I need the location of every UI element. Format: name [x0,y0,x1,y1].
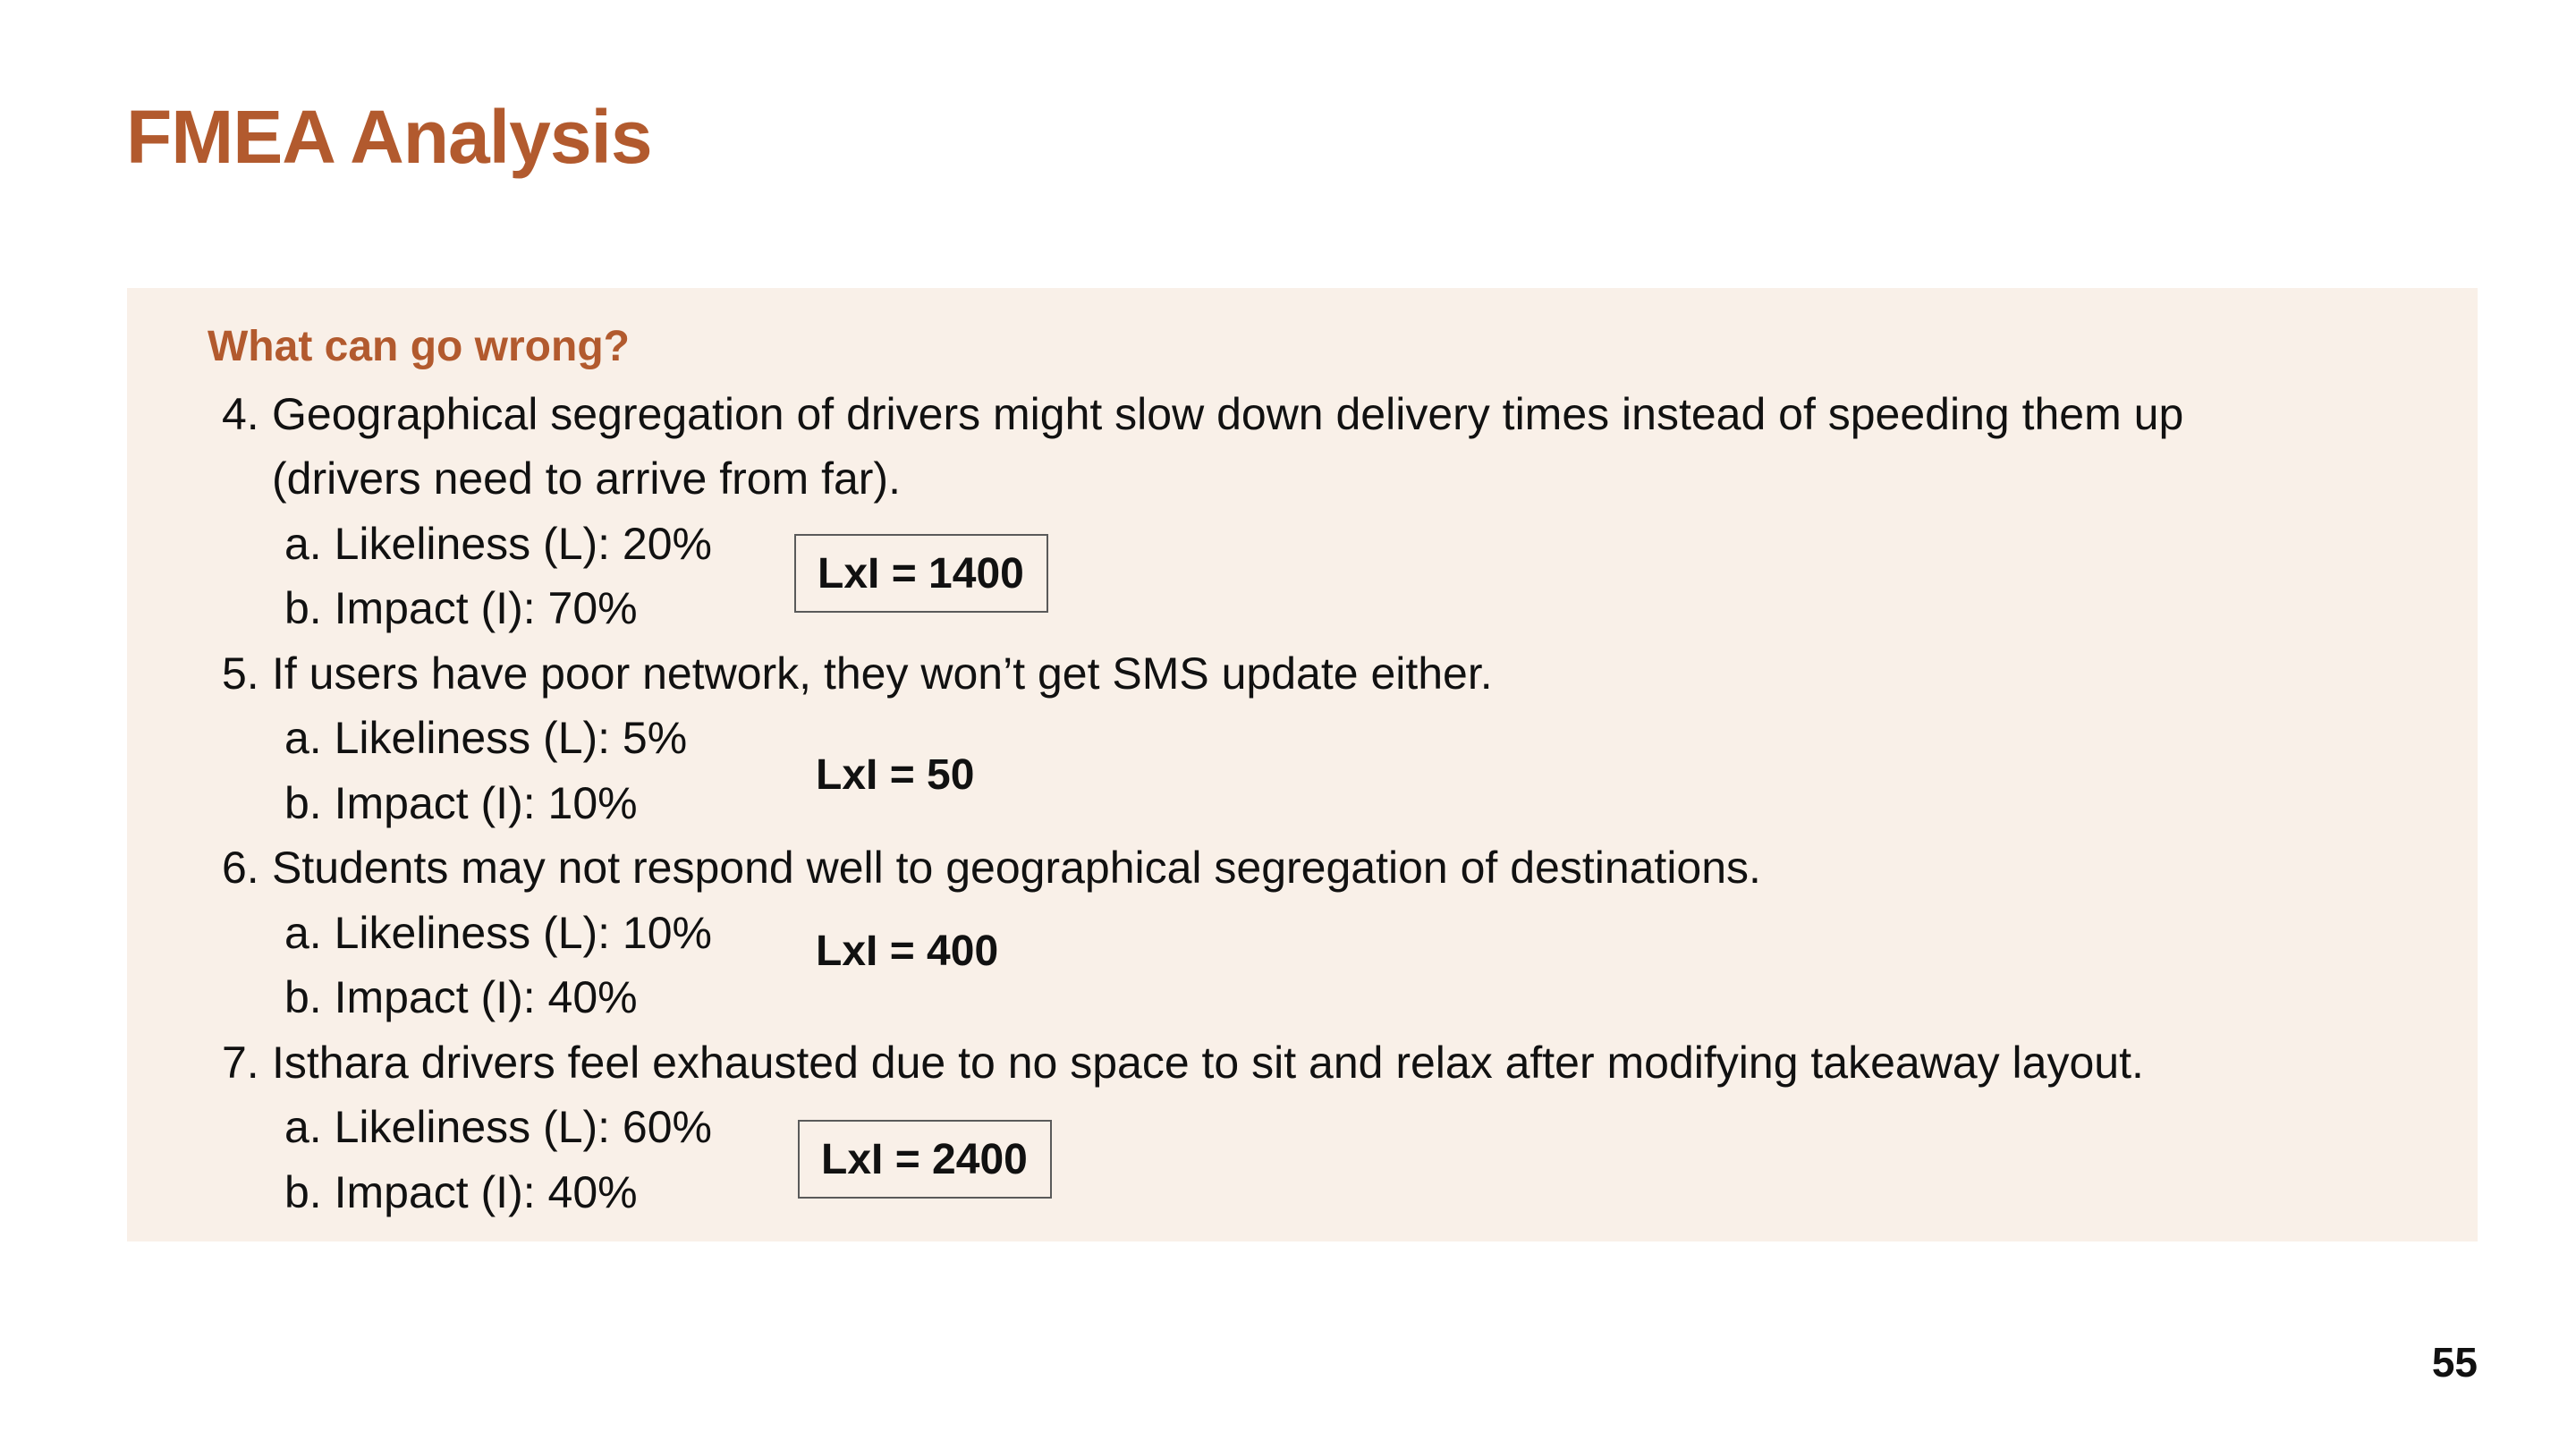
page-number: 55 [2431,1339,2478,1385]
item-7-impact: b. Impact (I): 40% [284,1167,638,1217]
section-heading: What can go wrong? [208,323,630,370]
item-4-likeliness: a. Likeliness (L): 20% [284,519,713,569]
item-4-text-line1: Geographical segregation of drivers migh… [272,389,2184,439]
item-4-impact: b. Impact (I): 70% [284,583,638,633]
item-6-text-line1: Students may not respond well to geograp… [272,843,1761,893]
item-7-likeliness: a. Likeliness (L): 60% [284,1102,713,1152]
item-5-score: LxI = 50 [816,751,975,799]
slide-title: FMEA Analysis [126,95,653,179]
item-5-likeliness: a. Likeliness (L): 5% [284,713,688,763]
item-4-score-box: LxI = 1400 [794,534,1048,613]
content-panel [127,288,2478,1241]
item-6-number: 6. [222,843,259,893]
item-5-text-line1: If users have poor network, they won’t g… [272,648,1493,699]
item-4-text-line2: (drivers need to arrive from far). [272,453,901,504]
item-7-score-box: LxI = 2400 [798,1120,1052,1199]
item-4-number: 4. [222,389,259,439]
item-7-text-line1: Isthara drivers feel exhausted due to no… [272,1038,2144,1088]
item-5-number: 5. [222,648,259,699]
item-6-likeliness: a. Likeliness (L): 10% [284,908,713,958]
item-5-impact: b. Impact (I): 10% [284,778,638,828]
item-6-impact: b. Impact (I): 40% [284,972,638,1022]
item-7-number: 7. [222,1038,259,1088]
item-6-score: LxI = 400 [816,928,999,975]
